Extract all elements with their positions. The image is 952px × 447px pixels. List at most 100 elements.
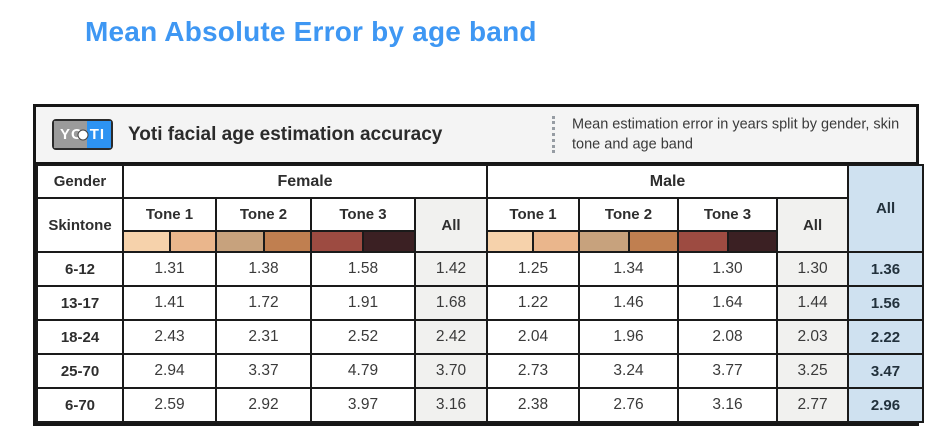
cell-value: 2.94 [122, 353, 217, 389]
cell-value-all: 1.36 [847, 251, 925, 287]
cell-value: 2.38 [486, 387, 581, 423]
cell-value: 1.72 [215, 285, 312, 321]
table-row: 6-70 2.59 2.92 3.97 3.16 2.38 2.76 3.16 … [36, 387, 925, 423]
cell-value: 2.73 [486, 353, 581, 389]
yoti-logo: YO TI [52, 119, 114, 150]
cell-value: 2.59 [122, 387, 217, 423]
table-row: 25-70 2.94 3.37 4.79 3.70 2.73 3.24 3.77… [36, 353, 925, 389]
female-tone3-swatches [310, 230, 416, 253]
age-band-label: 25-70 [36, 353, 124, 389]
female-all-header: All [413, 197, 489, 253]
cell-value: 3.37 [215, 353, 312, 389]
cell-value: 3.97 [310, 387, 416, 423]
female-tone1-header: Tone 1 [122, 197, 217, 232]
skin-swatch [262, 232, 310, 251]
male-all-header: All [776, 197, 850, 253]
cell-value: 1.25 [486, 251, 581, 287]
cell-value: 1.58 [310, 251, 416, 287]
skin-swatch [217, 232, 263, 251]
cell-value: 2.08 [677, 319, 779, 355]
table-header-strip: YO TI Yoti facial age estimation accurac… [36, 107, 916, 164]
table-row: 6-12 1.31 1.38 1.58 1.42 1.25 1.34 1.30 … [36, 251, 925, 287]
accuracy-table: Gender Female Male All Skintone Tone 1 T… [36, 164, 925, 423]
skin-swatch [627, 232, 678, 251]
skin-swatch [312, 232, 362, 251]
cell-value: 4.79 [310, 353, 416, 389]
cell-value: 2.31 [215, 319, 312, 355]
cell-value: 3.16 [413, 387, 489, 423]
skin-swatch [168, 232, 215, 251]
male-tone3-header: Tone 3 [677, 197, 779, 232]
cell-value: 1.96 [578, 319, 680, 355]
female-tone2-header: Tone 2 [215, 197, 312, 232]
cell-value: 2.92 [215, 387, 312, 423]
male-tone1-swatches [486, 230, 581, 253]
female-header: Female [121, 164, 489, 199]
cell-value: 1.22 [486, 285, 581, 321]
cell-value-all: 2.22 [847, 319, 925, 355]
cell-value: 2.42 [413, 319, 489, 355]
page-title: Mean Absolute Error by age band [85, 16, 537, 47]
cell-value: 1.34 [578, 251, 680, 287]
table-title: Yoti facial age estimation accuracy [128, 123, 443, 145]
cell-value: 1.44 [776, 285, 850, 321]
skin-swatch [580, 232, 628, 251]
table-row: 13-17 1.41 1.72 1.91 1.68 1.22 1.46 1.64… [36, 285, 925, 321]
cell-value: 1.91 [310, 285, 416, 321]
age-band-label: 6-70 [36, 387, 124, 423]
skin-swatch [532, 232, 579, 251]
cell-value: 1.31 [122, 251, 217, 287]
yoti-logo-left-text: YO [54, 121, 87, 148]
cell-value: 2.43 [122, 319, 217, 355]
cell-value: 3.25 [776, 353, 850, 389]
cell-value: 3.16 [677, 387, 779, 423]
table-row: 18-24 2.43 2.31 2.52 2.42 2.04 1.96 2.08… [36, 319, 925, 355]
cell-value: 2.03 [776, 319, 850, 355]
tone-header-row: Skintone Tone 1 Tone 2 Tone 3 All Tone 1… [36, 197, 923, 253]
cell-value: 3.77 [677, 353, 779, 389]
age-band-label: 6-12 [36, 251, 124, 287]
cell-value: 1.30 [776, 251, 850, 287]
female-tone2-swatches [215, 230, 312, 253]
gender-label: Gender [36, 164, 124, 199]
cell-value: 2.04 [486, 319, 581, 355]
cell-value: 1.41 [122, 285, 217, 321]
female-tone1-swatches [122, 230, 217, 253]
age-band-label: 18-24 [36, 319, 124, 355]
male-tone2-header: Tone 2 [578, 197, 680, 232]
male-tone2-swatches [578, 230, 680, 253]
swatch-row [37, 230, 923, 253]
skin-swatch [362, 232, 414, 251]
cell-value: 3.24 [578, 353, 680, 389]
cell-value: 2.76 [578, 387, 680, 423]
gender-header-row: Gender Female Male All [36, 164, 925, 253]
accuracy-table-panel: YO TI Yoti facial age estimation accurac… [33, 104, 925, 426]
cell-value: 1.38 [215, 251, 312, 287]
cell-value: 1.68 [413, 285, 489, 321]
skintone-label: Skintone [36, 197, 124, 253]
skin-swatch [488, 232, 533, 251]
yoti-logo-dot-icon [77, 129, 89, 140]
female-tone3-header: Tone 3 [310, 197, 416, 232]
age-band-label: 13-17 [36, 285, 124, 321]
overall-all-header: All [847, 164, 925, 253]
cell-value: 1.46 [578, 285, 680, 321]
cell-value-all: 3.47 [847, 353, 925, 389]
cell-value: 2.77 [776, 387, 850, 423]
cell-value: 1.42 [413, 251, 489, 287]
male-tone3-swatches [677, 230, 779, 253]
cell-value: 1.30 [677, 251, 779, 287]
cell-value-all: 2.96 [847, 387, 925, 423]
yoti-logo-right-text: TI [86, 121, 112, 148]
male-tone1-header: Tone 1 [486, 197, 581, 232]
dotted-divider [552, 116, 555, 153]
table-subtitle: Mean estimation error in years split by … [572, 116, 900, 153]
skin-swatch [124, 232, 169, 251]
cell-value: 2.52 [310, 319, 416, 355]
male-header: Male [486, 164, 850, 199]
skin-swatch [726, 232, 777, 251]
cell-value-all: 1.56 [847, 285, 925, 321]
skin-swatch [679, 232, 727, 251]
cell-value: 1.64 [677, 285, 779, 321]
cell-value: 3.70 [413, 353, 489, 389]
